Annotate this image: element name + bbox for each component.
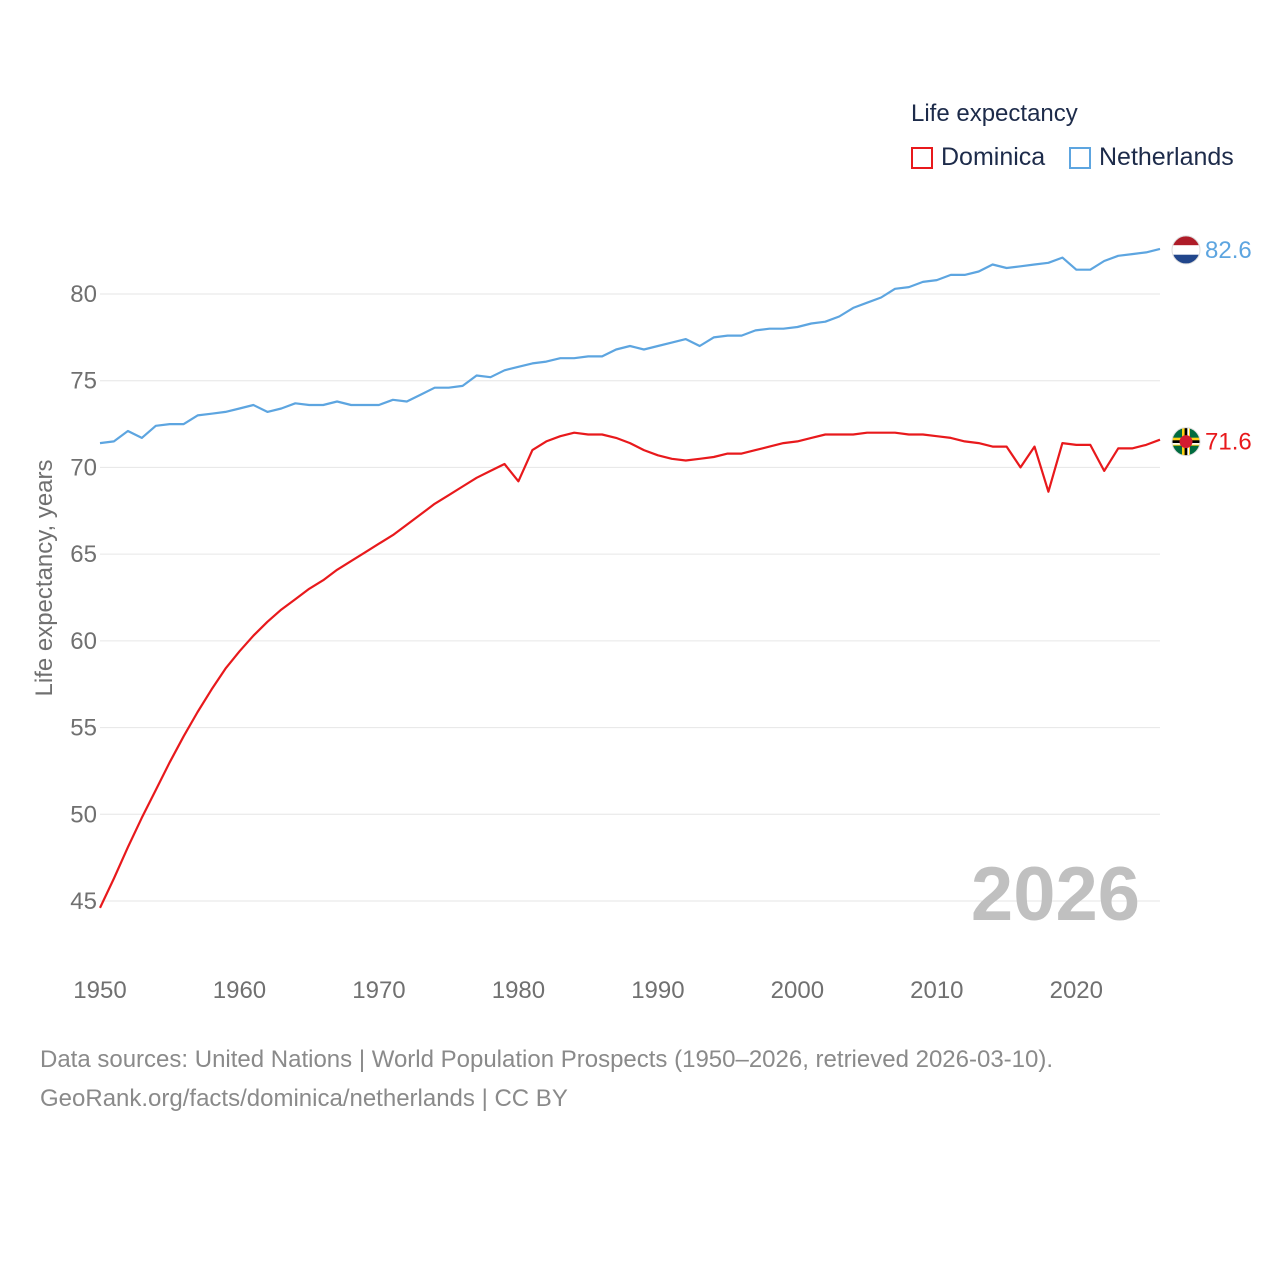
y-tick-label: 75 — [70, 368, 97, 395]
source-link[interactable]: GeoRank.org/facts/dominica/netherlands |… — [40, 1085, 568, 1112]
x-tick-label: 1950 — [73, 977, 126, 1004]
end-value-label-netherlands: 82.6 — [1205, 237, 1252, 264]
y-tick-label: 65 — [70, 541, 97, 568]
y-tick-label: 55 — [70, 715, 97, 742]
series-line-dominica — [99, 431, 1161, 909]
y-axis-ticks: 45 50 55 60 65 70 75 80 — [70, 281, 97, 915]
x-tick-label: 1970 — [352, 977, 405, 1004]
gridlines — [100, 293, 1160, 902]
legend-title: Life expectancy — [911, 100, 1078, 127]
y-tick-label: 50 — [70, 801, 97, 828]
legend-swatch-dominica — [911, 146, 933, 169]
y-tick-label: 70 — [70, 454, 97, 481]
y-tick-label: 45 — [70, 888, 97, 915]
legend-label-netherlands: Netherlands — [1099, 143, 1234, 171]
x-axis-ticks: 1950 1960 1970 1980 1990 2000 2010 2020 — [73, 977, 1103, 1004]
flag-dominica-icon — [1171, 427, 1201, 457]
y-axis-label: Life expectancy, years — [31, 459, 58, 696]
legend-item-netherlands[interactable]: Netherlands — [1069, 143, 1234, 172]
legend-item-dominica[interactable]: Dominica — [911, 143, 1045, 172]
x-tick-label: 1980 — [492, 977, 545, 1004]
flag-netherlands-icon — [1171, 235, 1201, 265]
year-watermark: 2026 — [971, 852, 1140, 937]
x-tick-label: 1960 — [213, 977, 266, 1004]
x-tick-label: 2000 — [771, 977, 824, 1004]
x-tick-label: 2010 — [910, 977, 963, 1004]
y-tick-label: 60 — [70, 628, 97, 655]
data-sources-note: Data sources: United Nations | World Pop… — [40, 1046, 1054, 1073]
series-lines — [99, 247, 1161, 909]
y-tick-label: 80 — [70, 281, 97, 308]
x-tick-label: 2020 — [1050, 977, 1103, 1004]
legend-swatch-netherlands — [1069, 146, 1091, 169]
series-end-markers: 71.6 82.6 — [1171, 235, 1252, 457]
end-value-label-dominica: 71.6 — [1205, 429, 1252, 456]
series-line-netherlands — [99, 247, 1161, 445]
x-tick-label: 1990 — [631, 977, 684, 1004]
legend-label-dominica: Dominica — [941, 143, 1046, 171]
